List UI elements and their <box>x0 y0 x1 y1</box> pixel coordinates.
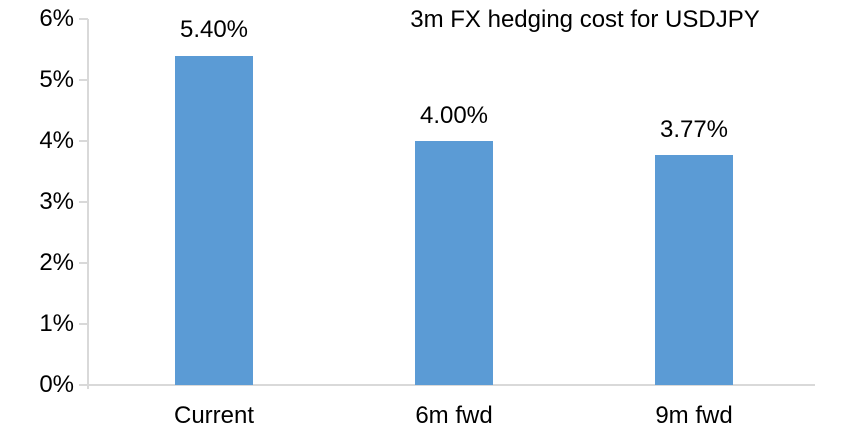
y-axis-tick-label: 6% <box>39 5 74 32</box>
bar-value-label: 4.00% <box>419 101 489 129</box>
y-tick <box>79 262 88 264</box>
y-tick <box>79 323 88 325</box>
chart-title: 3m FX hedging cost for USDJPY <box>410 6 760 33</box>
y-axis-line <box>87 19 89 389</box>
y-tick <box>79 18 88 20</box>
bar-6m-fwd <box>415 141 493 385</box>
bar-current <box>175 55 253 385</box>
y-axis-tick-label: 5% <box>39 66 74 93</box>
y-axis-tick-label: 4% <box>39 127 74 154</box>
x-axis-line <box>87 384 815 386</box>
bar-9m-fwd <box>655 155 733 385</box>
y-axis-tick-label: 1% <box>39 310 74 337</box>
y-axis-tick-label: 3% <box>39 188 74 215</box>
y-tick <box>79 201 88 203</box>
y-tick <box>79 384 88 386</box>
x-axis-label: 6m fwd <box>415 402 493 429</box>
x-axis-label: 9m fwd <box>655 402 733 429</box>
bar-value-label: 5.40% <box>179 16 249 44</box>
y-tick <box>79 79 88 81</box>
y-tick <box>79 140 88 142</box>
y-axis-tick-label: 0% <box>39 371 74 398</box>
x-axis-label: Current <box>173 402 255 429</box>
y-axis-tick-label: 2% <box>39 249 74 276</box>
bar-value-label: 3.77% <box>659 115 729 143</box>
